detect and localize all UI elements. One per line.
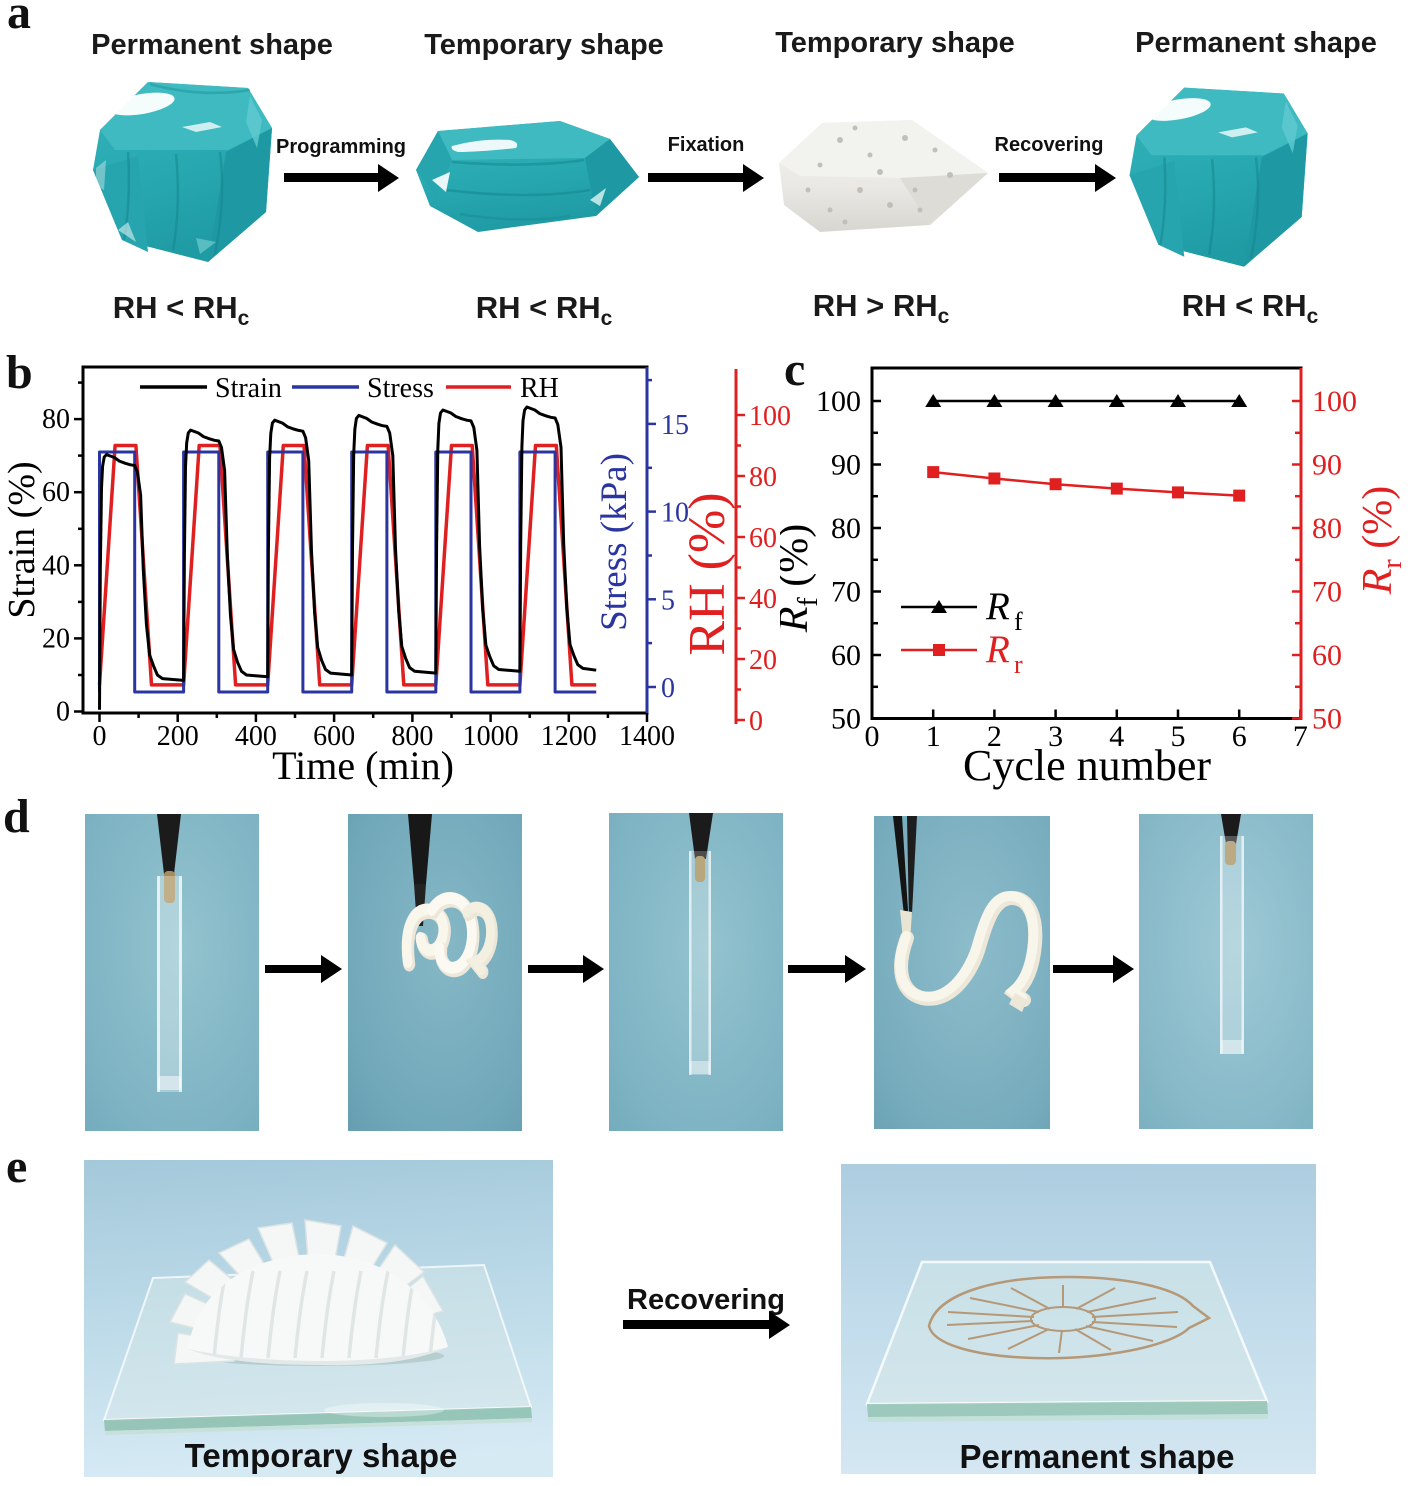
svg-text:Strain: Strain	[215, 373, 282, 404]
svg-text:80: 80	[42, 404, 70, 435]
svg-text:2: 2	[987, 720, 1002, 753]
svg-text:Rr (%): Rr (%)	[1355, 486, 1408, 595]
svg-text:100: 100	[1312, 385, 1357, 418]
svg-text:20: 20	[42, 623, 70, 654]
svg-text:60: 60	[42, 477, 70, 508]
svg-text:90: 90	[831, 449, 861, 482]
svg-text:20: 20	[749, 645, 777, 676]
svg-text:0: 0	[93, 721, 107, 752]
svg-text:200: 200	[157, 721, 199, 752]
svg-text:90: 90	[1312, 449, 1342, 482]
svg-text:800: 800	[391, 721, 433, 752]
svg-text:1400: 1400	[619, 721, 675, 752]
svg-text:60: 60	[1312, 639, 1342, 672]
svg-text:400: 400	[235, 721, 277, 752]
svg-text:70: 70	[831, 576, 861, 609]
svg-text:Stress: Stress	[367, 373, 434, 404]
svg-text:Stress (kPa): Stress (kPa)	[594, 453, 635, 631]
svg-text:Cycle number: Cycle number	[963, 741, 1211, 790]
svg-text:60: 60	[749, 523, 777, 554]
svg-text:1000: 1000	[463, 721, 519, 752]
svg-text:0: 0	[661, 673, 675, 704]
svg-text:Rf (%): Rf (%)	[780, 524, 824, 633]
svg-text:15: 15	[661, 410, 689, 441]
svg-text:100: 100	[749, 401, 790, 432]
svg-text:0: 0	[56, 697, 70, 728]
svg-text:RH (%): RH (%)	[679, 492, 736, 655]
svg-text:R: R	[985, 585, 1010, 628]
svg-text:1200: 1200	[541, 721, 597, 752]
svg-text:4: 4	[1109, 720, 1124, 753]
svg-text:50: 50	[831, 703, 861, 736]
svg-text:0: 0	[865, 720, 880, 753]
svg-text:70: 70	[1312, 576, 1342, 609]
svg-text:5: 5	[1171, 720, 1186, 753]
svg-text:f: f	[1014, 607, 1023, 636]
svg-text:R: R	[985, 628, 1010, 671]
svg-text:7: 7	[1293, 720, 1308, 753]
svg-text:40: 40	[42, 550, 70, 581]
svg-text:80: 80	[749, 462, 777, 493]
svg-text:Permanent shape: Permanent shape	[959, 1438, 1234, 1474]
svg-text:80: 80	[1312, 512, 1342, 545]
svg-text:80: 80	[831, 512, 861, 545]
svg-text:100: 100	[816, 385, 861, 418]
svg-text:Time (min): Time (min)	[272, 743, 454, 788]
svg-text:50: 50	[1312, 703, 1342, 736]
svg-text:600: 600	[313, 721, 355, 752]
svg-text:r: r	[1014, 650, 1023, 679]
svg-text:Strain (%): Strain (%)	[1, 461, 43, 618]
svg-text:0: 0	[749, 706, 763, 737]
svg-text:60: 60	[831, 639, 861, 672]
svg-text:3: 3	[1048, 720, 1063, 753]
svg-text:RH: RH	[520, 373, 559, 404]
svg-text:6: 6	[1232, 720, 1247, 753]
svg-text:1: 1	[926, 720, 941, 753]
svg-text:Temporary shape: Temporary shape	[185, 1437, 458, 1474]
svg-text:5: 5	[661, 585, 675, 616]
svg-text:10: 10	[661, 498, 689, 529]
svg-text:40: 40	[749, 584, 777, 615]
